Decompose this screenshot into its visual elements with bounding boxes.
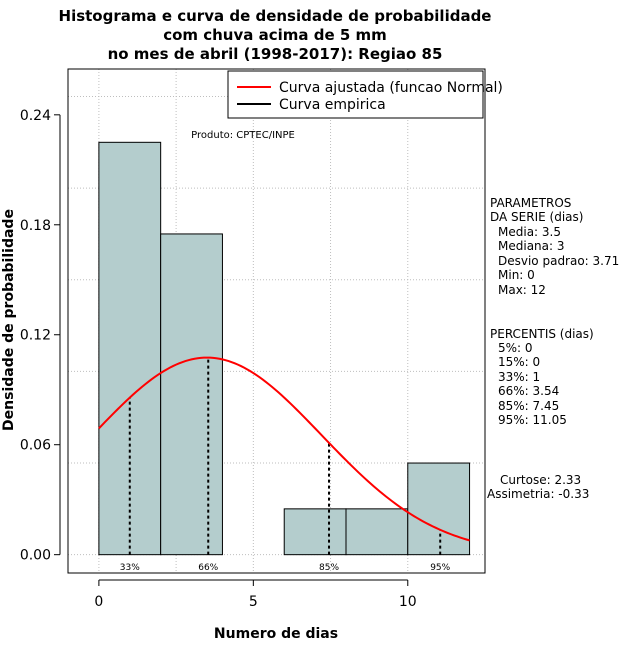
pct-info-line-5: 66%: 3.54 bbox=[498, 384, 559, 398]
y-tick-label-4: 0.24 bbox=[20, 108, 51, 124]
x-tick-label-1: 5 bbox=[249, 594, 258, 610]
y-tick-label-1: 0.06 bbox=[20, 438, 51, 454]
param-line-7: Max: 12 bbox=[498, 283, 546, 297]
percentile-label-2: 85% bbox=[319, 563, 339, 573]
x-tick-label-0: 0 bbox=[94, 594, 103, 610]
legend: Curva ajustada (funcao Normal) Curva emp… bbox=[227, 70, 503, 119]
percentile-lines: 33% 66% 85% 95% bbox=[120, 357, 451, 573]
param-line-4: Mediana: 3 bbox=[498, 239, 565, 253]
percentile-label-0: 33% bbox=[120, 563, 140, 573]
param-line-5: Desvio padrao: 3.71 bbox=[498, 254, 619, 268]
y-tick-label-2: 0.12 bbox=[20, 328, 51, 344]
histogram-bar-4 bbox=[345, 508, 409, 556]
product-annotation: Produto: CPTEC/INPE bbox=[191, 130, 295, 141]
percentile-label-3: 95% bbox=[430, 563, 450, 573]
legend-label-fitted: Curva ajustada (funcao Normal) bbox=[279, 80, 503, 96]
histogram-bar-5 bbox=[407, 462, 471, 556]
plot-frame bbox=[67, 68, 486, 574]
chart-title-line-1: Histograma e curva de densidade de proba… bbox=[59, 7, 492, 25]
chart-title: Histograma e curva de densidade de proba… bbox=[59, 7, 492, 63]
pct-info-line-2: 5%: 0 bbox=[498, 341, 533, 355]
side-info: PARAMETROS DA SERIE (dias) Media: 3.5 Me… bbox=[487, 196, 619, 501]
param-line-6: Min: 0 bbox=[498, 268, 535, 282]
legend-label-empirical: Curva empirica bbox=[279, 97, 386, 113]
chart-title-line-2: com chuva acima de 5 mm bbox=[163, 26, 387, 44]
histogram-bar-3 bbox=[283, 508, 347, 556]
chart-title-line-3: no mes de abril (1998-2017): Regiao 85 bbox=[108, 45, 443, 63]
pct-info-line-6: 85%: 7.45 bbox=[498, 399, 559, 413]
y-axis-label: Densidade de probabilidade bbox=[1, 209, 17, 431]
axes: 0 5 10 0.00 0.06 0.12 0.18 0.24 bbox=[20, 108, 417, 610]
normal-curve-layer bbox=[98, 356, 470, 542]
pct-info-line-1: PERCENTIS (dias) bbox=[490, 327, 594, 341]
pct-info-line-4: 33%: 1 bbox=[498, 370, 540, 384]
legend-box bbox=[227, 70, 484, 119]
stat-skewness: Assimetria: -0.33 bbox=[487, 487, 589, 501]
param-line-3: Media: 3.5 bbox=[498, 225, 561, 239]
x-tick-label-2: 10 bbox=[399, 594, 417, 610]
param-line-2: DA SERIE (dias) bbox=[490, 210, 583, 224]
pct-info-line-7: 95%: 11.05 bbox=[498, 413, 567, 427]
y-tick-label-0: 0.00 bbox=[20, 548, 51, 564]
histogram-bars bbox=[98, 141, 471, 556]
histogram-bar-1 bbox=[160, 233, 223, 556]
pct-info-line-3: 15%: 0 bbox=[498, 355, 540, 369]
y-tick-label-3: 0.18 bbox=[20, 218, 51, 234]
stat-kurtosis: Curtose: 2.33 bbox=[500, 473, 581, 487]
x-axis-label: Numero de dias bbox=[214, 626, 338, 642]
percentile-label-1: 66% bbox=[198, 563, 218, 573]
param-line-1: PARAMETROS bbox=[490, 196, 571, 210]
normal-curve bbox=[98, 356, 470, 542]
